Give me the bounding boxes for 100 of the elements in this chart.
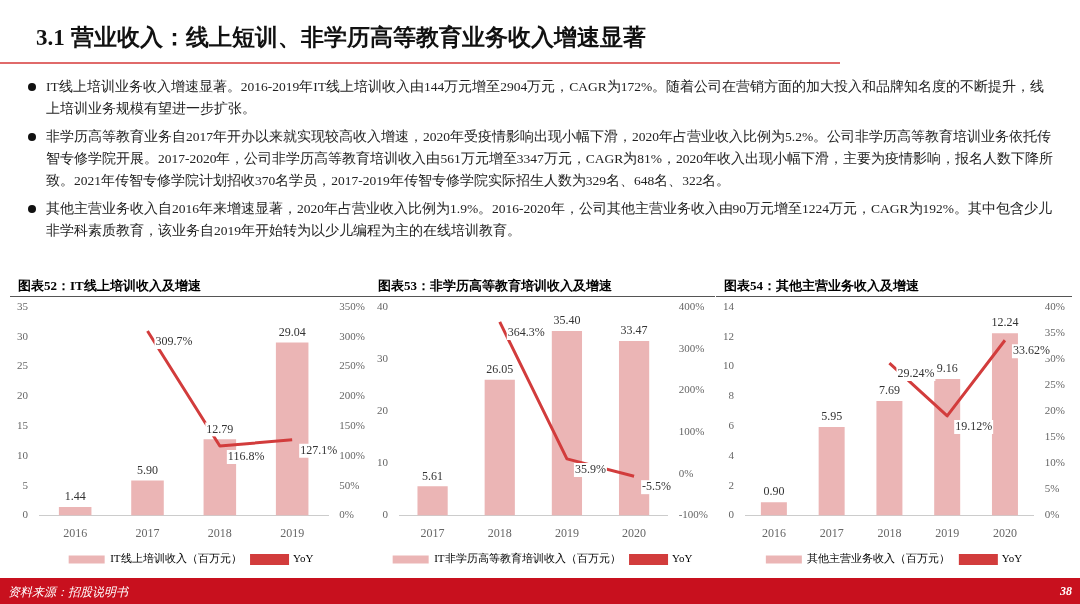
y2-tick-label: -100% [678, 508, 708, 521]
y-tick-label: 2 [728, 478, 734, 491]
x-tick-label: 2018 [207, 525, 232, 540]
y-tick-label: 15 [17, 419, 29, 432]
chart-title: 图表53：非学历高等教育培训收入及增速 [370, 276, 715, 297]
data-label: 12.24 [991, 315, 1019, 330]
y-tick-label: 40 [377, 299, 389, 312]
y2-tick-label: 300% [678, 341, 705, 354]
chart-title: 图表54：其他主营业务收入及增速 [716, 276, 1072, 297]
bar [484, 379, 515, 516]
y-tick-label: 10 [377, 456, 389, 469]
y2-tick-label: 15% [1044, 430, 1066, 443]
y2-tick-label: 5% [1044, 482, 1060, 495]
y-tick-label: 30 [17, 329, 29, 342]
data-label: 12.79 [206, 421, 234, 436]
y2-tick-label: 0% [339, 508, 355, 521]
data-label: 127.1% [300, 443, 338, 457]
y2-tick-label: 350% [339, 299, 366, 312]
data-label: 5.90 [137, 462, 158, 477]
data-label: 19.12% [955, 419, 993, 434]
x-tick-label: 2020 [622, 525, 647, 540]
legend-label: YoY [672, 552, 693, 565]
data-label: 35.40 [553, 313, 581, 328]
y2-tick-label: 300% [339, 329, 366, 342]
y-tick-label: 0 [728, 508, 735, 521]
x-tick-label: 2019 [935, 525, 960, 540]
y2-tick-label: 150% [339, 419, 366, 432]
y-tick-label: 25 [17, 359, 29, 372]
y-tick-label: 5 [22, 478, 29, 491]
bar [58, 507, 92, 516]
chart-title: 图表52：IT线上培训收入及增速 [10, 276, 372, 297]
data-label: 1.44 [64, 489, 86, 504]
x-tick-label: 2018 [877, 525, 902, 540]
x-tick-label: 2019 [280, 525, 305, 540]
y-tick-label: 30 [377, 352, 389, 365]
y-tick-label: 20 [17, 389, 29, 402]
data-label: 26.05 [486, 361, 514, 376]
y-tick-label: 14 [723, 299, 735, 312]
y-tick-label: 12 [723, 329, 734, 342]
text: 其他主营业务收入自2016年来增速显著，2020年占营业收入比例为1.9%。2016-2020年，公司其他主营业务收入由90万元增至1224万元，CAGR为192%。其中包含少儿非学科素质教育，该业务自2019年开始转为以少儿编程为主的在线培训教育。 [45, 200, 1054, 240]
data-label: 5.61 [422, 468, 444, 483]
data-label: 309.7% [155, 334, 193, 349]
x-tick-label: 2017 [819, 525, 844, 540]
y2-tick-label: 0% [1044, 508, 1060, 521]
y-tick-label: 20 [377, 404, 389, 417]
y2-tick-label: 100% [339, 448, 366, 461]
y-tick-label: 4 [728, 448, 735, 461]
bar [131, 480, 164, 516]
legend-label: YoY [293, 552, 314, 565]
bar [417, 486, 448, 516]
data-label: 29.04 [278, 324, 306, 339]
y2-tick-label: 200% [339, 389, 366, 402]
x-tick-label: 2016 [63, 525, 88, 540]
text: 非学历高等教育业务自2017年开办以来就实现较高收入增速，2020年受疫情影响出现小幅下滑，2020年占营业收入比例为5.2%。公司非学历高等教育培训业务依托传智专修学院开展。2017-2020年，公司非学历高等教育培训收入由561万元增至3347万元，CAGR为81%，2020年收入出现小幅下滑，主要为疫情影响，报名人数下降所致。2021年传智专修学院计划招收370名学员，2017-2019年传智专修学院实际招生人数为329名、648名、322名。 [45, 128, 1054, 190]
data-label: 5.95 [821, 409, 843, 424]
y2-tick-label: 10% [1044, 456, 1066, 469]
legend-label: 其他主营业务收入（百万元） [807, 552, 951, 565]
y-tick-label: 6 [728, 419, 735, 432]
y2-tick-label: 0% [678, 466, 694, 479]
bar [876, 401, 903, 516]
text: 3.1 营业收入：线上短训、非学历高等教育业务收入增速显著 [36, 23, 646, 52]
y-tick-label: 0 [22, 508, 29, 521]
text: IT线上培训业务收入增速显著。2016-2019年IT线上培训收入由144万元增至2904万元，CAGR为172%。随着公司在营销方面的加大投入和品牌知名度的不断提升，线上培训业务规模有望进一步扩张。 [45, 78, 1046, 118]
x-tick-label: 2017 [420, 525, 445, 540]
legend-label: YoY [1001, 552, 1023, 565]
data-label: 33.47 [620, 323, 648, 338]
y2-tick-label: 40% [1044, 299, 1066, 312]
x-tick-label: 2020 [992, 525, 1017, 540]
data-label: 9.16 [936, 361, 958, 376]
data-label: 0.90 [763, 484, 785, 499]
y2-tick-label: 200% [678, 383, 705, 396]
data-label: 364.3% [507, 325, 545, 340]
data-label: 116.8% [227, 449, 265, 464]
y-tick-label: 0 [382, 508, 389, 521]
text: 资料来源：招股说明书 [8, 584, 128, 601]
x-tick-label: 2016 [761, 525, 786, 540]
data-label: 33.62% [1012, 343, 1050, 358]
y-tick-label: 10 [723, 359, 735, 372]
x-tick-label: 2019 [554, 525, 579, 540]
y-tick-label: 35 [17, 299, 29, 312]
data-label: 29.24% [897, 366, 935, 381]
data-label: -5.5% [642, 479, 672, 494]
text: 38 [1060, 584, 1072, 599]
y2-tick-label: 250% [339, 359, 366, 372]
y2-tick-label: 50% [339, 478, 360, 491]
y2-tick-label: 100% [678, 425, 705, 438]
bar [760, 502, 787, 516]
y-tick-label: 8 [728, 389, 735, 402]
y2-tick-label: 20% [1044, 404, 1066, 417]
x-tick-label: 2018 [487, 525, 512, 540]
y2-tick-label: 25% [1044, 378, 1066, 391]
legend-label: IT线上培训收入（百万元） [110, 552, 242, 565]
data-label: 7.69 [878, 383, 900, 398]
y-tick-label: 10 [17, 448, 29, 461]
bar [818, 426, 845, 516]
legend-label: IT非学历高等教育培训收入（百万元） [434, 552, 621, 565]
y2-tick-label: 400% [678, 299, 705, 312]
y2-tick-label: 35% [1044, 325, 1066, 338]
x-tick-label: 2017 [135, 525, 160, 540]
data-label: 35.9% [574, 462, 606, 477]
